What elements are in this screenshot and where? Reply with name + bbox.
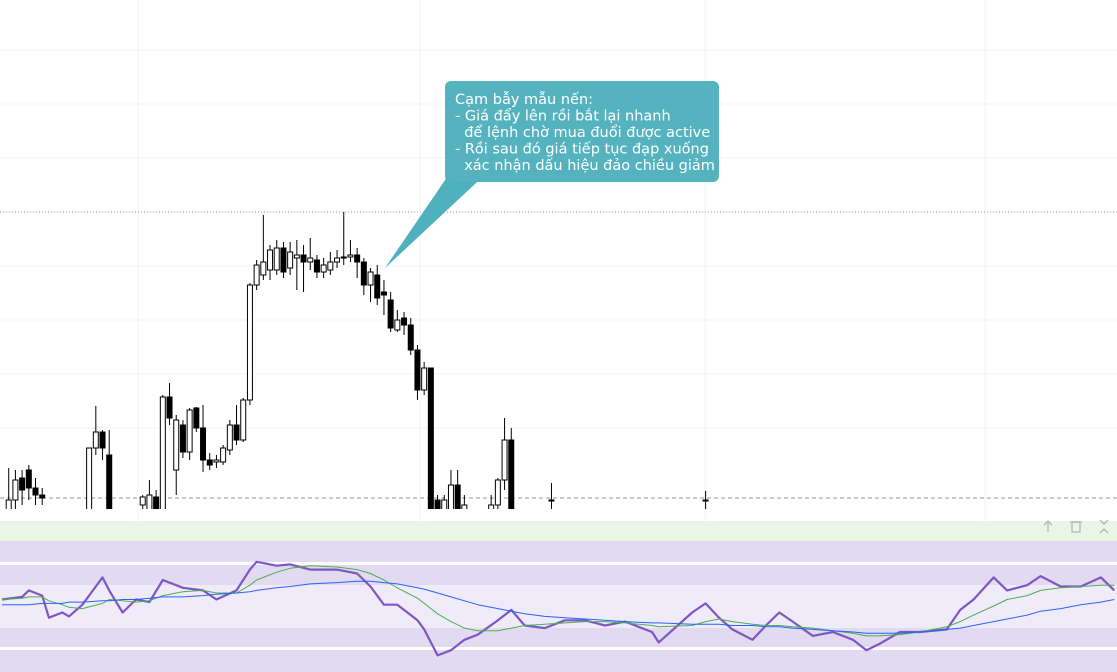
- candle-body: [86, 447, 93, 509]
- price-pane: [5, 212, 709, 509]
- candle-body: [394, 319, 401, 331]
- candle-body: [166, 396, 173, 419]
- candle-body: [99, 431, 106, 449]
- candle-body: [253, 264, 260, 286]
- annotation-callout: Cạm bẫy mẫu nến:- Giá đẩy lên rồi bắt lạ…: [385, 81, 719, 268]
- candle-body: [12, 479, 19, 501]
- candle-body: [347, 254, 354, 258]
- candle-body: [702, 499, 709, 502]
- candle-body: [508, 439, 515, 509]
- candle-body: [414, 349, 421, 391]
- candle-body: [146, 494, 153, 509]
- candle-body: [494, 479, 501, 506]
- pane-buttons: [1043, 519, 1109, 534]
- candle-body: [340, 256, 347, 259]
- candle-body: [173, 419, 180, 471]
- candle-body: [193, 407, 200, 429]
- candle-body: [367, 271, 374, 286]
- candle-body: [233, 424, 240, 441]
- candle-body: [441, 499, 448, 509]
- candle-body: [5, 499, 12, 509]
- candle-body: [25, 469, 32, 489]
- candle-body: [186, 409, 193, 453]
- candle-body: [447, 484, 454, 509]
- candle-body: [360, 261, 367, 286]
- indicator-line: [2, 580, 1115, 634]
- candle-body: [548, 499, 555, 502]
- candle-body: [159, 396, 166, 509]
- candle-body: [354, 254, 361, 263]
- candle-body: [293, 254, 300, 259]
- candle-body: [226, 424, 233, 451]
- candle-body: [300, 254, 307, 263]
- candle-body: [380, 291, 387, 296]
- candle-body: [461, 504, 468, 509]
- indicator-line: [1, 560, 1116, 657]
- candle-body: [153, 496, 160, 509]
- candle-body: [327, 261, 334, 271]
- candle-body: [220, 447, 227, 463]
- candle-body: [421, 367, 428, 391]
- annotation-text: xác nhận dấu hiệu đảo chiều giảm: [455, 157, 715, 174]
- candle-body: [19, 477, 26, 491]
- candle-body: [106, 454, 113, 509]
- candle-body: [374, 274, 381, 299]
- candle-body: [179, 424, 186, 453]
- indicator-line: [1, 565, 1115, 637]
- candle-body: [434, 499, 441, 509]
- candle-body: [320, 264, 327, 273]
- collapse-button[interactable]: [1099, 519, 1109, 534]
- candle-body: [407, 324, 414, 351]
- candle-body: [273, 247, 280, 271]
- candle-body: [313, 259, 320, 273]
- indicator-pane: [1, 560, 1116, 657]
- candle-body: [401, 317, 408, 326]
- candle-body: [287, 251, 294, 269]
- candle-body: [427, 367, 434, 509]
- annotation-text: Cạm bẫy mẫu nến:: [455, 91, 593, 108]
- move-up-button[interactable]: [1043, 520, 1053, 532]
- candle-body: [501, 439, 508, 481]
- candle-body: [139, 496, 146, 506]
- candle-body: [280, 247, 287, 273]
- pane-toolbar: [0, 521, 1117, 541]
- candle-body: [454, 484, 461, 509]
- candle-body: [267, 249, 274, 271]
- annotation-text: - Giá đẩy lên rồi bắt lại nhanh: [455, 108, 671, 125]
- candle-body: [213, 459, 220, 463]
- candle-body: [260, 261, 267, 276]
- annotation-text: để lệnh chờ mua đuổi được active: [455, 124, 710, 141]
- candle-body: [246, 284, 253, 401]
- annotation-text: - Rồi sau đó giá tiếp tục đạp xuống: [455, 141, 709, 158]
- candle-body: [32, 487, 39, 496]
- delete-button[interactable]: [1070, 521, 1082, 533]
- candle-body: [307, 257, 314, 263]
- candle-body: [200, 427, 207, 461]
- candle-body: [240, 399, 247, 441]
- candle-body: [387, 299, 394, 329]
- candle-body: [206, 459, 213, 466]
- candle-body: [488, 504, 495, 509]
- candle-body: [92, 431, 99, 449]
- candle-body: [39, 494, 46, 499]
- candle-body: [334, 257, 341, 263]
- indicator-bands: [0, 541, 1117, 672]
